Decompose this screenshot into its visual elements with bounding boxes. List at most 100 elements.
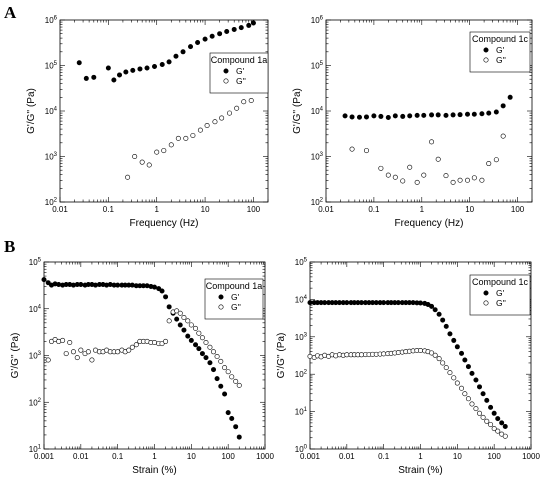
y-tick-label: 105 bbox=[311, 61, 324, 71]
data-point-g-prime bbox=[224, 28, 230, 34]
data-point-g-double-prime bbox=[190, 132, 196, 138]
y-tick-label: 102 bbox=[29, 398, 42, 408]
data-point-g-prime bbox=[180, 49, 186, 55]
data-point-g-double-prime bbox=[464, 177, 470, 183]
data-point-g-double-prime bbox=[454, 380, 460, 386]
legend-box bbox=[469, 31, 531, 73]
data-point-g-double-prime bbox=[132, 154, 138, 160]
data-point-g-double-prime bbox=[85, 349, 91, 355]
data-point-g-double-prime bbox=[495, 428, 501, 434]
data-point-g-double-prime bbox=[70, 349, 76, 355]
data-point-g-double-prime bbox=[473, 406, 479, 412]
data-point-g-double-prime bbox=[196, 330, 202, 336]
x-tick-label: 100 bbox=[487, 452, 501, 461]
data-point-g-double-prime bbox=[214, 354, 220, 360]
legend-marker-g-double-prime bbox=[223, 78, 229, 84]
data-point-g-double-prime bbox=[502, 433, 508, 439]
data-point-g-double-prime bbox=[129, 344, 135, 350]
data-point-g-double-prime bbox=[429, 350, 435, 356]
data-point-g-prime bbox=[473, 377, 479, 383]
data-point-g-prime bbox=[344, 300, 350, 306]
data-point-g-double-prime bbox=[45, 357, 51, 363]
data-point-g-prime bbox=[400, 113, 406, 119]
data-point-g-prime bbox=[432, 307, 438, 313]
legend-marker-g-prime bbox=[483, 47, 489, 53]
x-tick-label: 0.01 bbox=[339, 452, 355, 461]
data-point-g-prime bbox=[499, 420, 505, 426]
data-point-g-prime bbox=[464, 111, 470, 117]
data-point-g-prime bbox=[349, 114, 355, 120]
data-point-g-prime bbox=[144, 65, 150, 71]
legend-title: Compound 1a bbox=[211, 55, 268, 65]
data-point-g-double-prime bbox=[60, 337, 66, 343]
y-tick-label: 105 bbox=[45, 61, 58, 71]
chart-b-compound-1a: 0.001 0.01 0.1 1 10 100 1000 101 102 103 104 105 Str… bbox=[10, 258, 274, 477]
data-point-g-prime bbox=[407, 113, 413, 119]
x-tick-label: 0.1 bbox=[112, 452, 124, 461]
data-point-g-double-prime bbox=[188, 322, 194, 328]
data-point-g-double-prime bbox=[152, 339, 158, 345]
data-point-g-prime bbox=[166, 59, 172, 65]
data-point-g-prime bbox=[137, 66, 143, 72]
data-point-g-prime bbox=[454, 344, 460, 350]
data-point-g-prime bbox=[459, 350, 465, 356]
x-tick-label: 0.001 bbox=[34, 452, 55, 461]
data-point-g-double-prime bbox=[236, 382, 242, 388]
data-point-g-prime bbox=[177, 322, 183, 328]
data-point-g-double-prime bbox=[241, 99, 247, 105]
data-point-g-double-prime bbox=[67, 339, 73, 345]
data-point-g-double-prime bbox=[115, 349, 121, 355]
x-tick-label: 1000 bbox=[256, 452, 274, 461]
data-point-g-double-prime bbox=[435, 156, 441, 162]
x-axis-title: Frequency (Hz) bbox=[395, 218, 464, 229]
y-tick-label: 103 bbox=[311, 152, 324, 162]
data-point-g-prime bbox=[443, 112, 449, 118]
legend-label-g-double-prime: G'' bbox=[496, 55, 506, 65]
data-point-g-prime bbox=[174, 316, 180, 322]
data-point-g-double-prime bbox=[349, 146, 355, 152]
data-point-g-double-prime bbox=[222, 365, 228, 371]
legend-marker-g-double-prime bbox=[218, 304, 224, 310]
data-point-g-double-prime bbox=[166, 318, 172, 324]
data-point-g-double-prime bbox=[378, 165, 384, 171]
data-point-g-prime bbox=[471, 111, 477, 117]
data-point-g-prime bbox=[156, 286, 162, 292]
data-point-g-double-prime bbox=[159, 341, 165, 347]
data-point-g-double-prime bbox=[385, 172, 391, 178]
data-point-g-double-prime bbox=[227, 110, 233, 116]
legend-marker-g-prime bbox=[483, 290, 489, 296]
data-point-g-double-prime bbox=[181, 314, 187, 320]
data-point-g-prime bbox=[188, 337, 194, 343]
data-point-g-prime bbox=[166, 304, 172, 310]
data-point-g-prime bbox=[41, 277, 47, 283]
data-point-g-double-prime bbox=[161, 148, 167, 154]
data-point-g-prime bbox=[457, 112, 463, 118]
data-point-g-double-prime bbox=[480, 414, 486, 420]
y-tick-label: 101 bbox=[295, 407, 308, 417]
data-point-g-prime bbox=[429, 303, 435, 309]
legend-title: Compound 1c bbox=[472, 277, 529, 287]
data-point-g-double-prime bbox=[469, 401, 475, 407]
data-point-g-double-prime bbox=[229, 374, 235, 380]
data-point-g-double-prime bbox=[125, 174, 131, 180]
data-point-g-prime bbox=[342, 113, 348, 119]
x-axis-title: Strain (%) bbox=[132, 465, 176, 476]
data-point-g-prime bbox=[491, 410, 497, 416]
data-point-g-double-prime bbox=[63, 351, 69, 357]
data-point-g-double-prime bbox=[234, 105, 240, 111]
data-point-g-prime bbox=[238, 25, 244, 31]
data-point-g-double-prime bbox=[421, 172, 427, 178]
data-point-g-double-prime bbox=[429, 139, 435, 145]
data-point-g-prime bbox=[417, 300, 423, 306]
data-point-g-prime bbox=[465, 364, 471, 370]
data-point-g-double-prime bbox=[443, 365, 449, 371]
data-point-g-double-prime bbox=[248, 98, 254, 104]
x-tick-label: 0.01 bbox=[52, 205, 68, 214]
data-point-g-prime bbox=[371, 113, 377, 119]
data-point-g-prime bbox=[435, 112, 441, 118]
data-point-g-prime bbox=[159, 62, 165, 68]
data-point-g-double-prime bbox=[344, 352, 350, 358]
data-point-g-prime bbox=[152, 64, 158, 70]
data-point-g-double-prime bbox=[459, 385, 465, 391]
data-point-g-double-prime bbox=[363, 148, 369, 154]
